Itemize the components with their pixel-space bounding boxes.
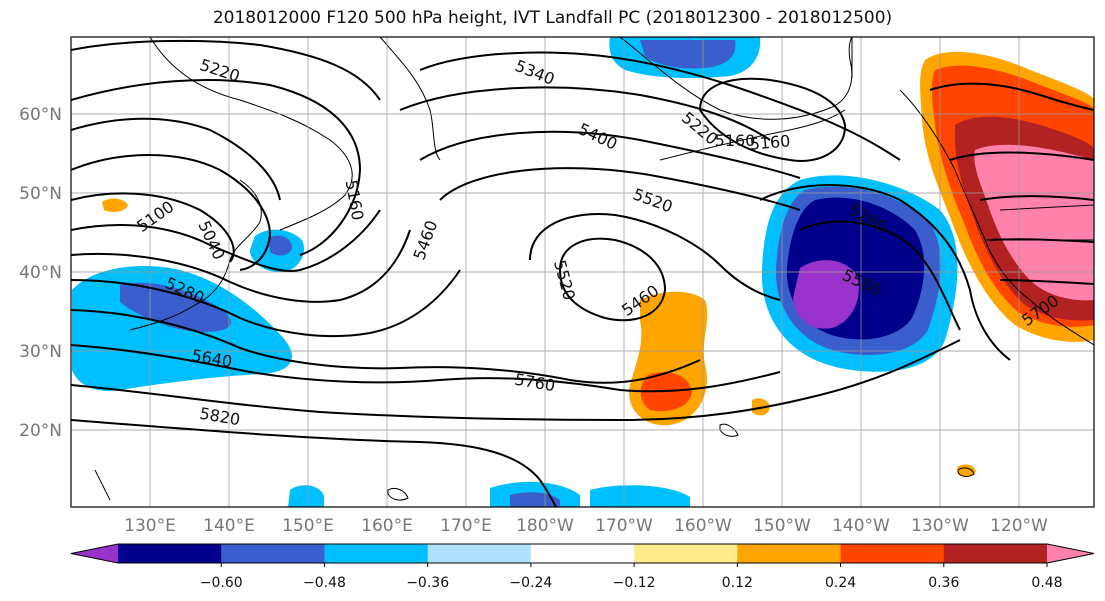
colorbar-tick-label: −0.12 <box>613 575 656 591</box>
longitude-label: 180°W <box>516 516 574 536</box>
colorbar-segment <box>221 544 325 563</box>
colorbar-extend-low <box>71 544 118 563</box>
colorbar-segment <box>943 544 1048 563</box>
colorbar-tick-label: −0.60 <box>200 575 243 591</box>
latitude-labels: 60°N 50°N 40°N 30°N 20°N <box>19 105 62 441</box>
ivt-shading-bering <box>609 37 761 78</box>
ivt-shading-small <box>102 198 976 507</box>
longitude-label: 170°W <box>595 516 653 536</box>
colorbar-segment <box>118 544 222 563</box>
map-frame <box>70 36 1095 508</box>
latitude-label: 50°N <box>19 184 62 204</box>
colorbar-tick-label: −0.48 <box>303 575 346 591</box>
contour-label: 5160 <box>715 131 756 150</box>
longitude-label: 130°E <box>124 516 176 536</box>
longitude-label: 140°W <box>832 516 890 536</box>
colorbar-segment <box>634 544 738 563</box>
longitude-label: 150°E <box>282 516 334 536</box>
contour-label-text: 5160 <box>749 131 791 153</box>
colorbar-tick-label: −0.24 <box>509 575 552 591</box>
contour-label: 5160 <box>749 131 791 153</box>
latitude-label: 60°N <box>19 105 62 125</box>
longitude-label: 150°W <box>753 516 811 536</box>
colorbar-segment <box>737 544 842 563</box>
latitude-label: 20°N <box>19 421 62 441</box>
ivt-shading-japan <box>72 229 305 391</box>
colorbar-tick-label: 0.36 <box>928 575 959 591</box>
colorbar-segment <box>530 544 635 563</box>
colorbar-segment <box>840 544 945 563</box>
contour-label-text: 5160 <box>715 131 756 150</box>
colorbar-tick-label: 0.12 <box>722 575 753 591</box>
colorbar-extend-high <box>1047 544 1094 563</box>
colorbar-segment <box>324 544 429 563</box>
longitude-label: 160°E <box>361 516 413 536</box>
colorbar-segment <box>427 544 532 563</box>
colorbar-tick-label: −0.36 <box>406 575 449 591</box>
colorbar-tick-label: 0.24 <box>825 575 856 591</box>
longitude-label: 120°W <box>990 516 1048 536</box>
height-contours <box>71 39 1094 507</box>
gridlines <box>71 37 1094 507</box>
map-title: 2018012000 F120 500 hPa height, IVT Land… <box>212 8 893 28</box>
longitude-label: 170°E <box>440 516 492 536</box>
colorbar-tick-label: 0.48 <box>1031 575 1062 591</box>
latitude-label: 40°N <box>19 263 62 283</box>
latitude-label: 30°N <box>19 342 62 362</box>
colorbar: −0.60 −0.48 −0.36 −0.24 −0.12 0.12 0.24 0.36 0.4… <box>70 543 1095 591</box>
colorbar-outline <box>70 543 1095 564</box>
longitude-label: 130°W <box>911 516 969 536</box>
longitude-label: 140°E <box>203 516 255 536</box>
longitude-label: 160°W <box>674 516 732 536</box>
coastlines <box>94 37 1094 501</box>
longitude-labels: 130°E 140°E 150°E 160°E 170°E 180°W 170°W 160°W… <box>124 516 1048 536</box>
